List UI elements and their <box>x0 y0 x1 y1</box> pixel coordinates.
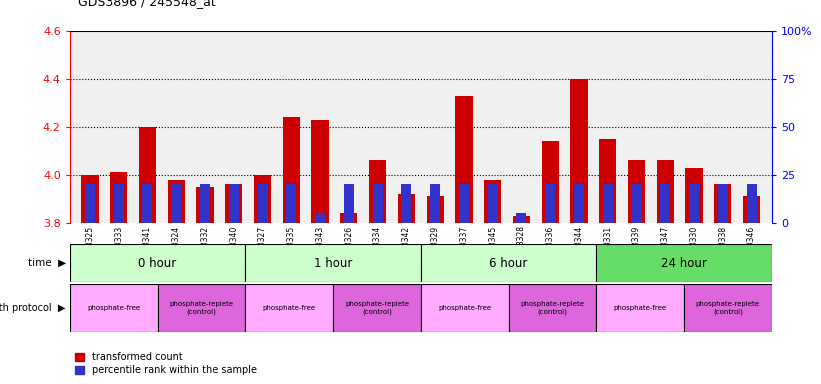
Bar <box>508 284 596 332</box>
Bar <box>113 184 124 223</box>
Bar <box>456 96 473 223</box>
Bar <box>631 184 641 223</box>
Bar <box>369 161 386 223</box>
Bar <box>315 213 325 223</box>
Bar <box>373 184 383 223</box>
Bar <box>714 184 732 223</box>
Bar <box>344 184 354 223</box>
Bar <box>196 187 213 223</box>
Text: phosphate-replete
(control): phosphate-replete (control) <box>521 301 585 315</box>
Text: phosphate-free: phosphate-free <box>87 305 140 311</box>
Bar <box>287 184 296 223</box>
Bar <box>142 184 153 223</box>
Text: GDS3896 / 245548_at: GDS3896 / 245548_at <box>78 0 216 8</box>
Bar <box>513 215 530 223</box>
Text: 6 hour: 6 hour <box>489 257 528 270</box>
Bar <box>254 175 271 223</box>
Bar <box>574 184 584 223</box>
Bar <box>172 184 181 223</box>
Bar <box>686 167 703 223</box>
Bar <box>421 284 508 332</box>
Bar <box>596 284 684 332</box>
Legend: transformed count, percentile rank within the sample: transformed count, percentile rank withi… <box>75 353 257 375</box>
Text: phosphate-replete
(control): phosphate-replete (control) <box>696 301 760 315</box>
Bar <box>158 284 245 332</box>
Bar <box>545 184 555 223</box>
Bar <box>229 184 239 223</box>
Text: 1 hour: 1 hour <box>314 257 352 270</box>
Bar <box>225 184 242 223</box>
Bar <box>427 196 444 223</box>
Text: phosphate-free: phosphate-free <box>263 305 316 311</box>
Bar <box>200 184 210 223</box>
Bar <box>245 284 333 332</box>
Bar <box>459 184 469 223</box>
Bar <box>311 119 328 223</box>
Bar <box>718 184 728 223</box>
Bar <box>689 184 699 223</box>
Bar <box>333 284 421 332</box>
Bar <box>85 184 95 223</box>
Bar <box>571 79 588 223</box>
Bar <box>139 127 156 223</box>
Bar <box>421 244 596 282</box>
Bar <box>603 184 612 223</box>
Bar <box>484 180 502 223</box>
Bar <box>70 244 245 282</box>
Bar <box>340 213 357 223</box>
Bar <box>746 184 757 223</box>
Bar <box>660 184 670 223</box>
Bar <box>542 141 559 223</box>
Text: phosphate-replete
(control): phosphate-replete (control) <box>345 301 409 315</box>
Bar <box>81 175 99 223</box>
Bar <box>599 139 617 223</box>
Bar <box>684 284 772 332</box>
Bar <box>401 184 411 223</box>
Bar <box>397 194 415 223</box>
Text: phosphate-free: phosphate-free <box>613 305 667 311</box>
Bar <box>743 196 760 223</box>
Text: growth protocol  ▶: growth protocol ▶ <box>0 303 66 313</box>
Bar <box>110 172 127 223</box>
Text: 24 hour: 24 hour <box>661 257 707 270</box>
Bar <box>628 161 645 223</box>
Text: phosphate-free: phosphate-free <box>438 305 491 311</box>
Bar <box>516 213 526 223</box>
Bar <box>245 244 421 282</box>
Bar <box>258 184 268 223</box>
Bar <box>70 284 158 332</box>
Bar <box>488 184 498 223</box>
Text: phosphate-replete
(control): phosphate-replete (control) <box>169 301 233 315</box>
Bar <box>282 117 300 223</box>
Text: 0 hour: 0 hour <box>139 257 177 270</box>
Bar <box>167 180 185 223</box>
Text: time  ▶: time ▶ <box>28 258 66 268</box>
Bar <box>430 184 440 223</box>
Bar <box>596 244 772 282</box>
Bar <box>657 161 674 223</box>
